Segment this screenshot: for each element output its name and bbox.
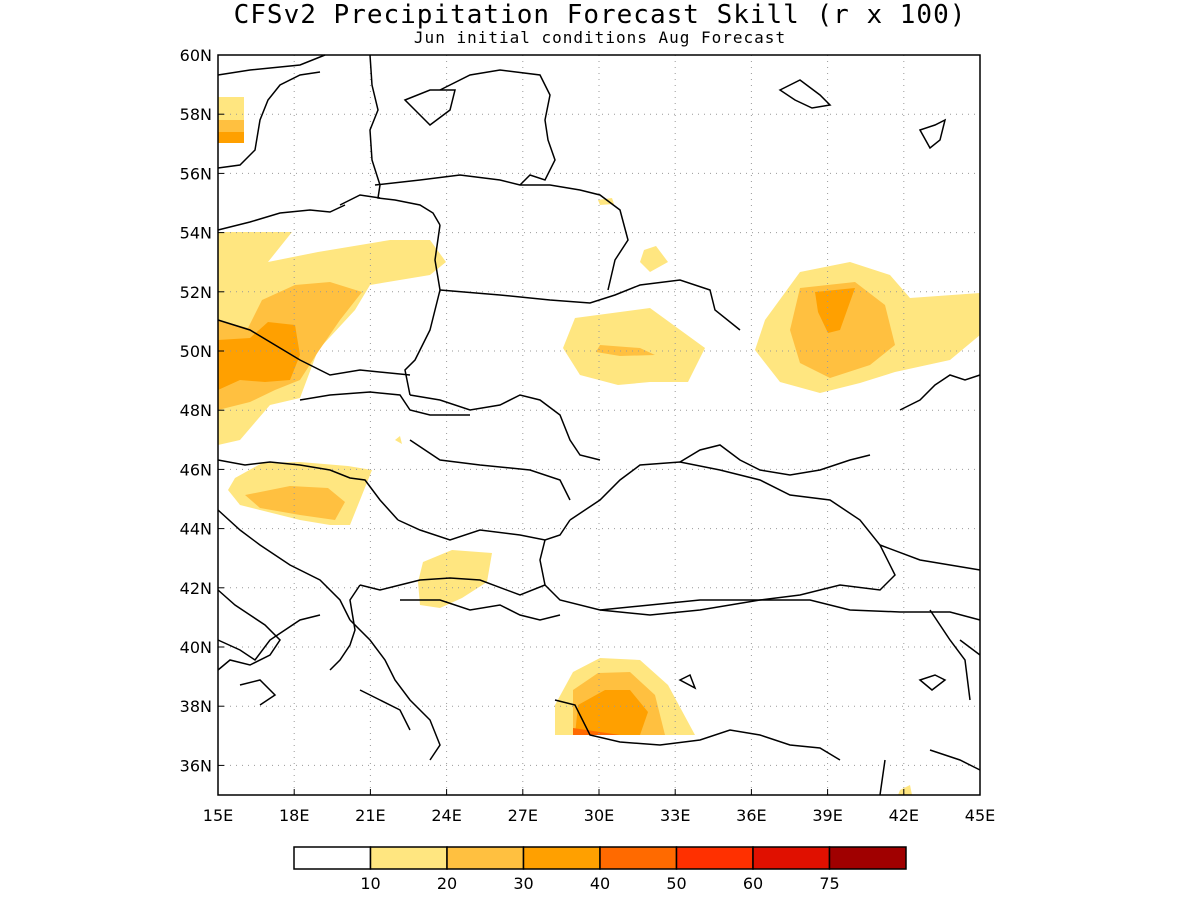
- x-tick-label: 45E: [965, 806, 995, 825]
- y-tick-label: 36N: [180, 756, 212, 775]
- chart-subtitle: Jun initial conditions Aug Forecast: [413, 28, 787, 47]
- colorbar-swatch: [522, 846, 601, 870]
- x-tick-label: 33E: [660, 806, 690, 825]
- x-tick-label: 27E: [508, 806, 538, 825]
- skill-region-ukraine-central: [563, 308, 705, 385]
- y-tick-label: 48N: [180, 401, 212, 420]
- skill-region-turkey-west-peak: [575, 690, 648, 735]
- y-tick-label: 60N: [180, 46, 212, 65]
- colorbar-label: 75: [819, 874, 839, 893]
- chart-title: CFSv2 Precipitation Forecast Skill (r x …: [233, 0, 967, 30]
- colorbar-label: 30: [513, 874, 533, 893]
- skill-fills: [218, 97, 980, 795]
- colorbar-label: 40: [590, 874, 610, 893]
- skill-region-russia-south-peak: [815, 288, 855, 333]
- skill-region-poland-west: [218, 232, 446, 445]
- colorbar-label: 60: [743, 874, 763, 893]
- skill-region-russia-south-core: [790, 282, 895, 378]
- colorbar-swatch: [369, 846, 448, 870]
- grid-lines: [218, 55, 980, 795]
- colorbar-swatch: [828, 846, 907, 870]
- y-tick-label: 44N: [180, 520, 212, 539]
- colorbar-swatch: [446, 846, 525, 870]
- skill-region-ukraine-central-core: [596, 345, 655, 356]
- x-tick-label: 21E: [355, 806, 385, 825]
- x-tick-label: 18E: [279, 806, 309, 825]
- x-tick-label: 30E: [584, 806, 614, 825]
- colorbar-swatch: [752, 846, 831, 870]
- y-tick-label: 54N: [180, 224, 212, 243]
- coastlines: [217, 54, 981, 796]
- y-tick-label: 58N: [180, 105, 212, 124]
- colorbar-swatch: [293, 846, 372, 870]
- colorbar-swatch: [675, 846, 754, 870]
- axes: 15E 18E 21E 24E 27E 30E 33E 36E 39E 42E 45E 60N 58N 5…: [180, 46, 996, 825]
- skill-speck-3: [395, 436, 402, 444]
- y-tick-label: 42N: [180, 579, 212, 598]
- skill-speck-4: [898, 785, 912, 795]
- y-tick-label: 40N: [180, 638, 212, 657]
- x-tick-label: 15E: [203, 806, 233, 825]
- colorbar-label: 10: [360, 874, 380, 893]
- x-tick-label: 39E: [812, 806, 842, 825]
- colorbar-swatch: [599, 846, 678, 870]
- colorbar-label: 20: [437, 874, 457, 893]
- y-tick-label: 46N: [180, 460, 212, 479]
- skill-region-czech-core: [218, 322, 300, 390]
- y-tick-label: 38N: [180, 697, 212, 716]
- skill-speck-2: [640, 246, 668, 272]
- x-tick-label: 24E: [431, 806, 461, 825]
- x-tick-label: 42E: [889, 806, 919, 825]
- colorbar: 10 20 30 40 50 60 75: [293, 846, 907, 893]
- colorbar-label: 50: [666, 874, 686, 893]
- y-tick-label: 50N: [180, 342, 212, 361]
- skill-region-sweden-southwest-core: [218, 132, 244, 143]
- y-tick-label: 52N: [180, 283, 212, 302]
- skill-region-turkey-west-max: [573, 728, 620, 735]
- x-tick-label: 36E: [736, 806, 766, 825]
- skill-region-croatia-core: [245, 486, 345, 520]
- y-tick-label: 56N: [180, 164, 212, 183]
